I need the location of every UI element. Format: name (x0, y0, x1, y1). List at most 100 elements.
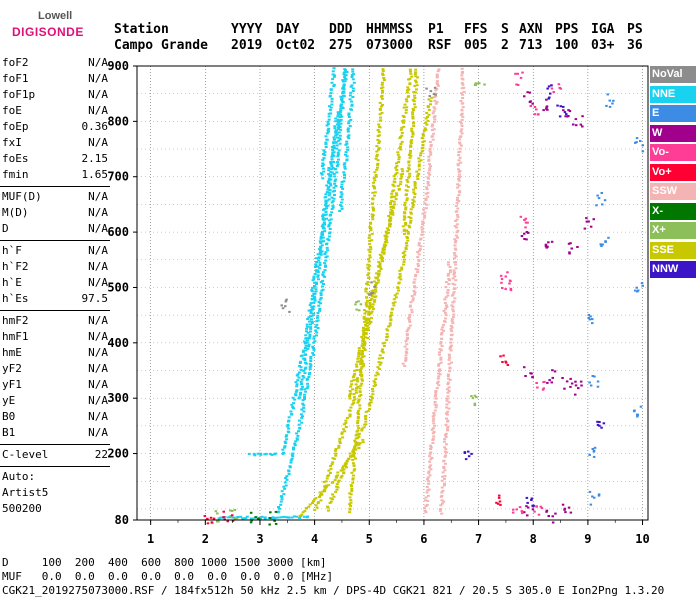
echo-point (595, 204, 598, 207)
echo-point (444, 304, 448, 307)
echo-point (450, 330, 454, 333)
echo-point (405, 106, 409, 109)
echo-point (409, 219, 413, 222)
echo-point (410, 127, 414, 130)
echo-point (403, 232, 406, 235)
echo-point (404, 189, 408, 192)
echo-point (437, 68, 441, 71)
echo-point (361, 340, 365, 343)
echo-point (379, 119, 383, 122)
echo-point (422, 129, 426, 132)
echo-point (318, 264, 322, 266)
echo-point (384, 231, 388, 234)
echo-point (421, 212, 425, 215)
echo-point (304, 349, 308, 352)
echo-point (286, 430, 290, 433)
echo-point (315, 506, 319, 509)
echo-point (391, 205, 395, 208)
echo-point (390, 195, 394, 198)
echo-point (329, 465, 333, 467)
echo-point (357, 351, 361, 354)
echo-point (593, 446, 597, 449)
echo-point (400, 140, 404, 143)
echo-point (316, 253, 320, 256)
echo-point (407, 88, 411, 91)
echo-point (309, 330, 312, 333)
echo-point (352, 464, 356, 467)
echo-point (460, 108, 464, 111)
echo-point (392, 200, 396, 203)
echo-point (452, 273, 456, 276)
echo-point (398, 269, 402, 272)
echo-point (366, 281, 370, 283)
echo-point (295, 383, 299, 386)
echo-point (428, 173, 432, 176)
echo-point (405, 179, 409, 181)
echo-point (396, 184, 400, 187)
echo-point (431, 432, 435, 435)
echo-point (328, 108, 332, 111)
echo-point (245, 515, 249, 518)
echo-point (390, 199, 394, 202)
echo-point (405, 352, 409, 354)
echo-point (567, 242, 571, 245)
echo-point (444, 281, 448, 284)
x-tick-label: 10 (635, 532, 649, 546)
header-p1-value: RSF (428, 38, 452, 53)
echo-point (445, 291, 449, 294)
echo-point (405, 193, 408, 196)
echo-point (300, 421, 304, 424)
echo-point (589, 225, 593, 228)
echo-point (470, 395, 473, 398)
param-name: D (2, 222, 9, 235)
echo-point (382, 251, 386, 254)
param-row: h`F2 N/A (2, 260, 108, 276)
echo-point (445, 413, 449, 416)
echo-point (264, 452, 268, 455)
legend-item-e: E (650, 105, 696, 122)
echo-point (419, 154, 422, 157)
header-pps-value: 100 (555, 38, 579, 53)
echo-point (289, 461, 293, 464)
param-name: foE (2, 104, 22, 117)
echo-point (437, 375, 441, 378)
echo-point (361, 344, 364, 347)
echo-point (563, 111, 567, 114)
echo-point (362, 334, 366, 337)
echo-point (330, 208, 334, 210)
echo-point (533, 113, 537, 116)
echo-point (345, 140, 349, 143)
echo-point (360, 366, 364, 369)
echo-point (233, 518, 237, 521)
echo-point (363, 320, 366, 323)
echo-point (523, 95, 526, 98)
echo-point (284, 300, 288, 303)
echo-point (312, 292, 316, 295)
echo-point (333, 449, 337, 452)
echo-point (443, 455, 447, 458)
echo-point (347, 116, 351, 118)
echo-point (302, 349, 306, 352)
echo-point (546, 381, 549, 384)
echo-point (380, 83, 384, 86)
echo-point (368, 302, 372, 304)
echo-point (421, 233, 425, 236)
echo-point (330, 165, 334, 168)
echo-point (332, 85, 336, 87)
echo-point (427, 482, 431, 485)
echo-point (367, 319, 371, 321)
echo-point (404, 358, 408, 361)
echo-point (321, 227, 325, 230)
echo-point (339, 128, 343, 131)
echo-point (347, 137, 351, 140)
echo-point (342, 88, 346, 91)
echo-point (293, 398, 297, 401)
echo-point (306, 339, 309, 342)
echo-point (328, 189, 332, 191)
echo-point (364, 423, 368, 426)
echo-point (439, 342, 443, 345)
echo-point (308, 366, 312, 369)
echo-point (569, 377, 572, 380)
echo-point (500, 281, 503, 284)
echo-point (406, 170, 410, 173)
